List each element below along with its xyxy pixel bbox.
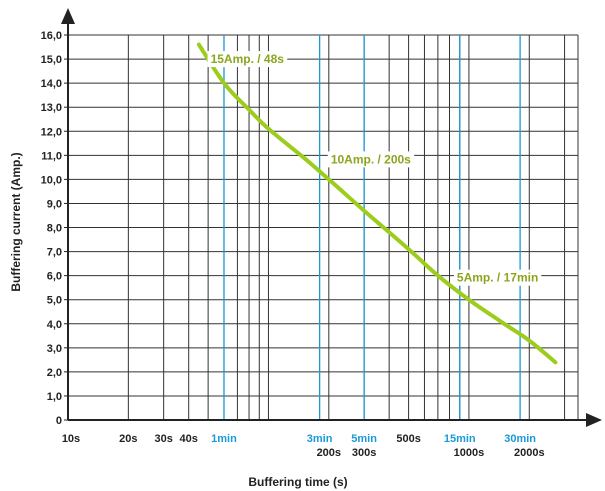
buffering-curve [196, 42, 558, 365]
x-tick-label-blue: 5min [351, 433, 377, 445]
x-tick-label: 300s [352, 447, 376, 459]
x-tick-label-blue: 30min [504, 433, 536, 445]
curve-layer [196, 42, 558, 365]
y-tick-label: 15,0 [41, 54, 62, 66]
blue-grid-lines [223, 35, 521, 420]
y-tick-label: 7,0 [47, 247, 62, 259]
annotations: 15Amp. / 48s 10Amp. / 200s 5Amp. / 17min [207, 51, 542, 286]
y-tick-label: 13,0 [41, 102, 62, 114]
y-tick-label: 1,0 [47, 391, 62, 403]
x-tick-label: 1000s [454, 447, 485, 459]
y-tick-label: 5,0 [47, 295, 62, 307]
y-tick-label: 2,0 [47, 367, 62, 379]
y-tick-label: 16,0 [41, 30, 62, 42]
x-tick-label-blue: 15min [444, 433, 476, 445]
y-axis-arrow-icon [61, 8, 75, 24]
x-tick-label: 40s [180, 433, 198, 445]
y-tick-label: 0 [56, 415, 62, 427]
y-tick-label: 12,0 [41, 126, 62, 138]
x-tick-label: 30s [154, 433, 172, 445]
x-tick-label: 2000s [514, 447, 545, 459]
x-axis-title: Buffering time (s) [248, 475, 347, 489]
y-tick-label: 6,0 [47, 271, 62, 283]
x-tick-label: 200s [317, 447, 341, 459]
curve-annotation: 15Amp. / 48s [211, 52, 285, 66]
y-tick-label: 3,0 [47, 343, 62, 355]
axes [61, 8, 602, 427]
y-tick-label: 4,0 [47, 319, 62, 331]
y-tick-label: 14,0 [41, 78, 62, 90]
y-tick-label: 11,0 [41, 150, 62, 162]
y-tick-label: 8,0 [47, 223, 62, 235]
annotation-halo [327, 151, 415, 168]
y-axis-title: Buffering current (Amp.) [9, 152, 23, 291]
x-tick-label-blue: 1min [211, 433, 237, 445]
y-tick-label: 10,0 [41, 174, 62, 186]
x-tick-labels: 10s 20s 30s 40s 200s 300s 500s 1000s 2000s 1min 3m… [62, 433, 545, 459]
x-tick-label: 20s [119, 433, 137, 445]
x-axis-arrow-icon [586, 413, 602, 427]
x-tick-label: 10s [62, 433, 80, 445]
curve-annotation: 5Amp. / 17min [457, 271, 538, 285]
horizontal-grid-lines [68, 34, 578, 397]
x-tick-label-blue: 3min [307, 433, 333, 445]
annotation-halo [453, 269, 542, 286]
y-tick-labels: 0 1,0 2,0 3,0 4,0 5,0 6,0 7,0 8,0 9,0 10,0 11,0 12,0… [41, 30, 68, 427]
annotation-halo [207, 51, 288, 68]
x-tick-label: 500s [396, 433, 420, 445]
curve-annotation: 10Amp. / 200s [331, 152, 411, 166]
y-tick-label: 9,0 [47, 198, 62, 210]
